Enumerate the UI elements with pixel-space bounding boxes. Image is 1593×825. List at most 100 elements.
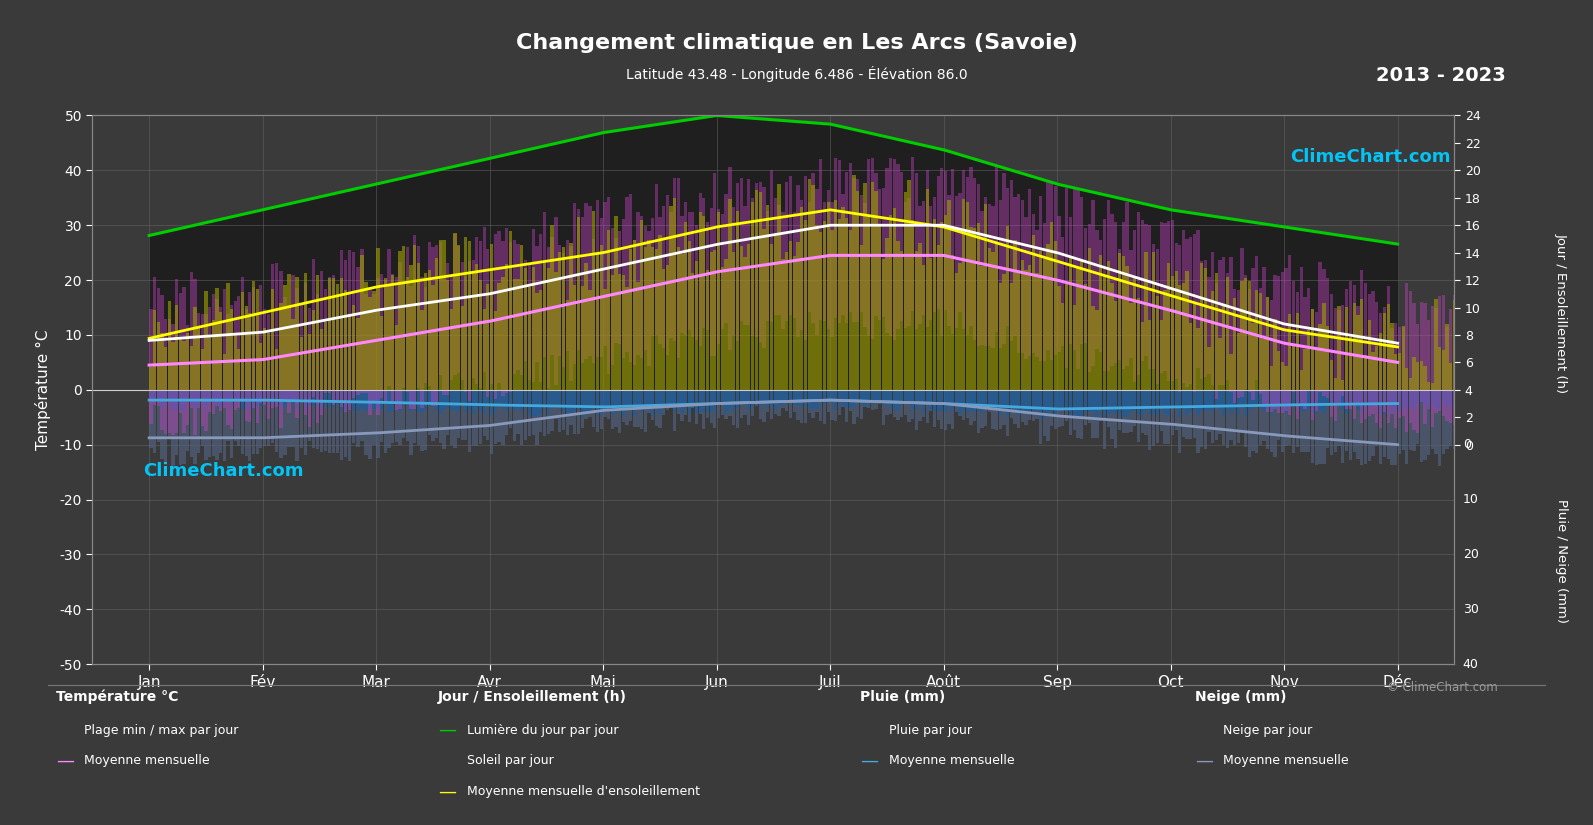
Bar <box>1341 380 1344 389</box>
Bar <box>229 305 233 429</box>
Bar <box>1507 407 1512 458</box>
Bar <box>596 200 599 356</box>
Bar <box>970 167 973 326</box>
Bar <box>911 389 914 409</box>
Bar <box>750 407 753 417</box>
Bar <box>1252 268 1255 400</box>
Bar <box>632 240 636 365</box>
Bar <box>368 287 371 415</box>
Bar <box>1445 408 1448 450</box>
Bar <box>1088 412 1091 423</box>
Text: 20: 20 <box>1462 548 1478 561</box>
Bar <box>1102 389 1106 417</box>
Bar <box>618 274 621 389</box>
Bar <box>1281 272 1284 413</box>
Bar <box>190 404 193 457</box>
Bar <box>524 260 527 361</box>
Bar <box>1397 327 1402 418</box>
Bar <box>849 389 852 408</box>
Bar <box>785 252 789 389</box>
Bar <box>1160 319 1163 389</box>
Bar <box>1099 255 1102 389</box>
Bar <box>763 389 766 403</box>
Bar <box>728 409 731 417</box>
Bar <box>1333 308 1337 421</box>
Bar <box>150 402 153 448</box>
Bar <box>244 306 249 389</box>
Bar <box>249 389 252 409</box>
Bar <box>766 408 769 412</box>
Bar <box>1375 405 1378 446</box>
Bar <box>1467 410 1470 448</box>
Bar <box>1394 354 1397 389</box>
Bar <box>781 406 784 408</box>
Bar <box>1080 416 1083 439</box>
Bar <box>1039 251 1042 389</box>
Bar <box>161 389 164 408</box>
Bar <box>209 335 212 389</box>
Bar <box>593 211 596 389</box>
Bar <box>1091 306 1094 389</box>
Bar <box>443 410 446 449</box>
Bar <box>260 389 263 406</box>
Bar <box>1372 351 1375 389</box>
Bar <box>677 247 680 389</box>
Bar <box>1504 299 1507 430</box>
Bar <box>867 402 870 408</box>
Bar <box>1352 285 1356 419</box>
Bar <box>777 405 781 416</box>
Bar <box>785 389 789 402</box>
Bar <box>908 403 911 422</box>
Bar <box>1002 389 1005 408</box>
Bar <box>988 389 991 407</box>
Bar <box>424 408 427 450</box>
Bar <box>244 309 249 421</box>
Bar <box>381 316 384 389</box>
Bar <box>1137 212 1141 375</box>
Bar <box>1107 261 1110 389</box>
Bar <box>808 179 811 389</box>
Bar <box>395 403 398 442</box>
Bar <box>618 389 621 409</box>
Bar <box>1163 389 1166 414</box>
Bar <box>714 389 717 410</box>
Bar <box>926 403 929 422</box>
Bar <box>252 287 255 408</box>
Bar <box>569 389 572 413</box>
Bar <box>1338 405 1341 446</box>
Bar <box>789 241 792 389</box>
Bar <box>1211 252 1214 384</box>
Bar <box>680 389 683 413</box>
Bar <box>1368 320 1372 389</box>
Bar <box>1380 389 1383 414</box>
Bar <box>494 234 497 399</box>
Bar <box>1171 389 1174 408</box>
Text: Neige par jour: Neige par jour <box>1223 724 1313 737</box>
Bar <box>566 389 569 414</box>
Bar <box>1072 188 1075 351</box>
Bar <box>1467 389 1470 410</box>
Bar <box>1270 389 1273 413</box>
Bar <box>615 215 618 389</box>
Bar <box>1163 414 1166 444</box>
Bar <box>940 411 943 429</box>
Bar <box>1196 328 1200 389</box>
Bar <box>352 305 355 389</box>
Bar <box>1121 256 1125 389</box>
Bar <box>736 183 739 342</box>
Bar <box>636 211 639 355</box>
Bar <box>1126 266 1129 389</box>
Bar <box>725 259 728 389</box>
Bar <box>212 403 215 455</box>
Bar <box>766 211 769 321</box>
Bar <box>900 172 903 321</box>
Bar <box>1501 389 1504 407</box>
Bar <box>271 389 274 404</box>
Bar <box>984 197 988 346</box>
Bar <box>413 389 416 405</box>
Bar <box>841 389 844 406</box>
Bar <box>424 389 427 408</box>
Bar <box>1107 200 1110 371</box>
Bar <box>1160 408 1163 431</box>
Bar <box>1050 222 1053 389</box>
